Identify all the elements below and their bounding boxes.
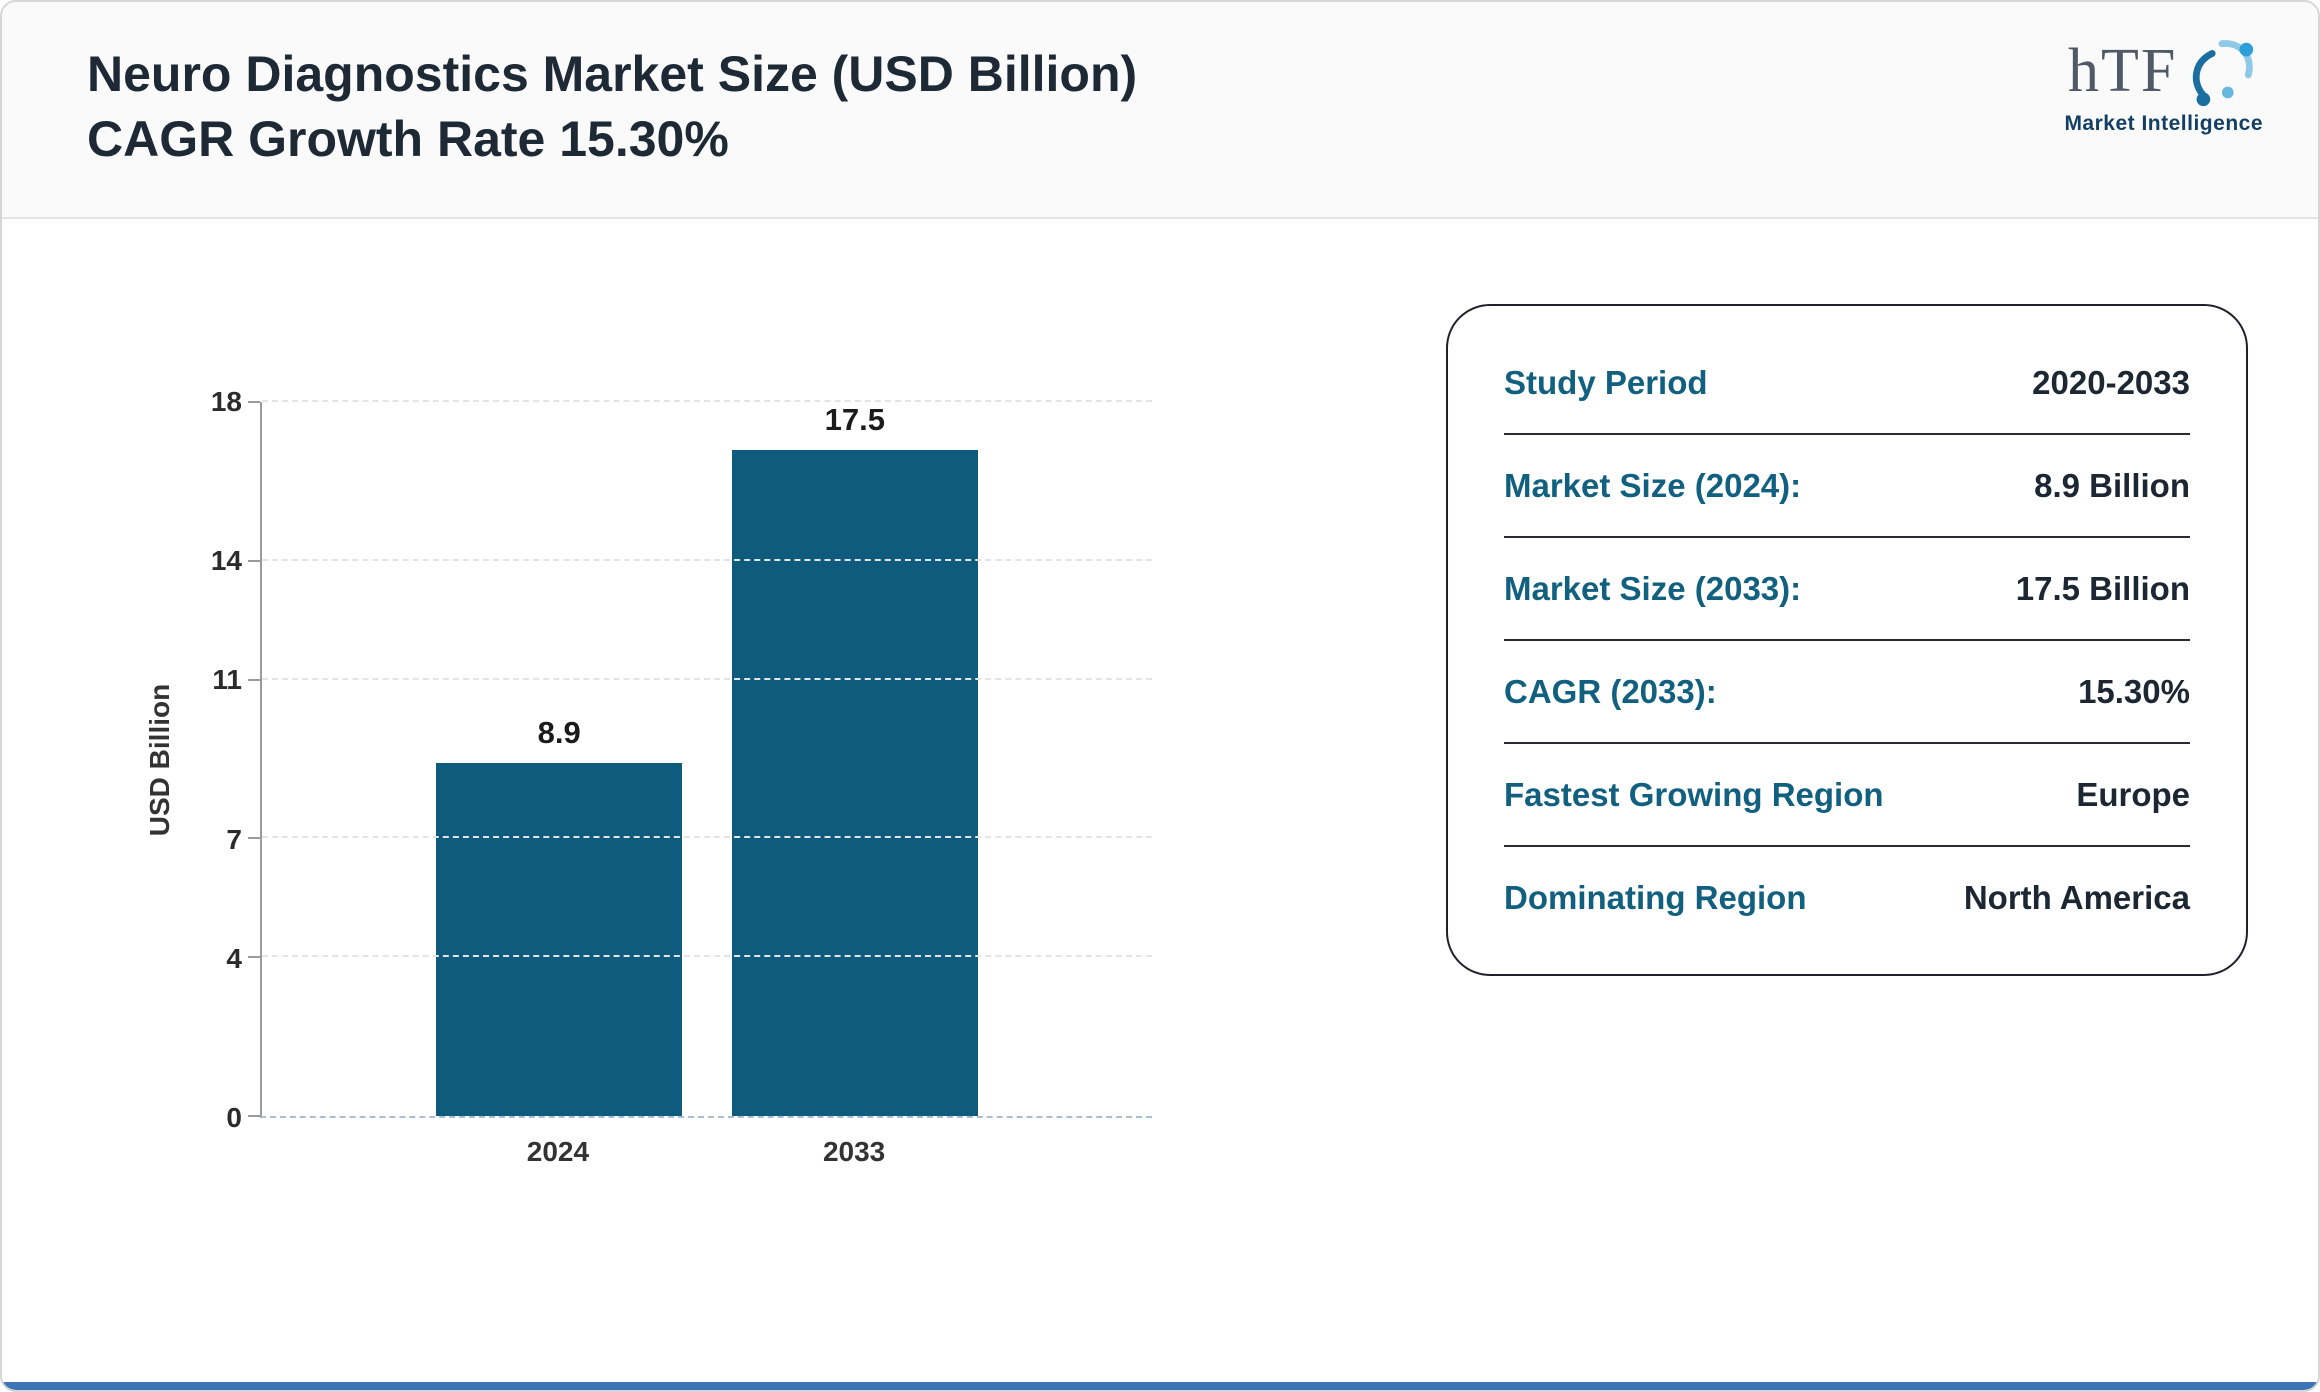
gridline (262, 400, 1152, 402)
y-tick-label: 18 (210, 386, 242, 417)
card-row-label: Market Size (2033): (1504, 569, 1802, 607)
y-tick-label: 7 (226, 823, 242, 855)
card-row-label: Market Size (2024): (1504, 466, 1802, 504)
card-row-value: Europe (2076, 775, 2190, 813)
bar-value-label: 8.9 (537, 714, 581, 750)
card-row-label: Fastest Growing Region (1504, 775, 1884, 813)
card-row: Market Size (2024): 8.9 Billion (1504, 435, 2190, 538)
htf-logo-subtext: Market Intelligence (2064, 112, 2263, 135)
header-band (2, 2, 2318, 219)
y-tick-mark (248, 559, 260, 562)
card-row-value: 8.9 Billion (2034, 466, 2190, 504)
bars: 8.9 17.5 (262, 402, 1152, 1116)
card-row-value: 17.5 Billion (2015, 569, 2190, 607)
bar-value-label: 17.5 (824, 402, 885, 437)
htf-logo-text: hTF (2068, 37, 2178, 105)
footer-accent-bar (2, 1382, 2318, 1390)
y-tick-mark (248, 956, 260, 959)
card-row-label: Dominating Region (1504, 878, 1807, 916)
card-row: Study Period 2020-2033 (1504, 332, 2190, 435)
gridline (262, 558, 1152, 561)
page-title-line1: Neuro Diagnostics Market Size (USD Billi… (87, 46, 1138, 102)
card-row: Dominating Region North America (1504, 847, 2190, 948)
y-tick-label: 14 (210, 545, 242, 577)
y-tick-label: 0 (226, 1102, 242, 1133)
x-tick-label: 2033 (822, 1136, 886, 1167)
card-row: CAGR (2033): 15.30% (1504, 641, 2190, 744)
y-tick-mark (248, 401, 260, 403)
x-tick-label: 2024 (526, 1136, 590, 1167)
y-tick-label: 11 (212, 664, 242, 696)
bar-group: 8.9 (436, 402, 682, 1116)
plot-area: 8.9 17.5 (248, 400, 1152, 1118)
y-tick-mark (248, 837, 260, 840)
card-row-value: 2020-2033 (2032, 363, 2190, 401)
card-row-value: 15.30% (2078, 672, 2190, 710)
htf-logo: hTF Market Intelligence (2064, 32, 2263, 136)
card-row: Market Size (2033): 17.5 Billion (1504, 538, 2190, 641)
card-row: Fastest Growing Region Europe (1504, 744, 2190, 847)
bar (732, 450, 978, 1116)
y-tick-mark (248, 1115, 260, 1117)
htf-logo-row: hTF (2068, 32, 2259, 110)
x-axis-labels: 2024 2033 (260, 1136, 1152, 1168)
gridline (262, 955, 1152, 958)
y-axis-ticks: 0 4 7 11 14 18 (152, 386, 242, 1133)
gridline (262, 836, 1152, 839)
page-title-line2: CAGR Growth Rate 15.30% (87, 111, 729, 167)
bar-group: 17.5 (732, 402, 978, 1116)
info-card: Study Period 2020-2033 Market Size (2024):… (1446, 304, 2248, 976)
y-tick-mark (248, 678, 260, 681)
card-row-label: Study Period (1504, 363, 1708, 401)
card-row-value: North America (1963, 878, 2190, 916)
page-title: Neuro Diagnostics Market Size (USD Billi… (87, 42, 1137, 172)
bar (436, 762, 682, 1116)
y-tick-label: 4 (226, 942, 242, 974)
gridline (262, 677, 1152, 680)
card-row-label: CAGR (2033): (1504, 672, 1717, 710)
info-card-rows: Study Period 2020-2033 Market Size (2024):… (1504, 332, 2190, 948)
htf-swirl-icon (2193, 40, 2254, 107)
